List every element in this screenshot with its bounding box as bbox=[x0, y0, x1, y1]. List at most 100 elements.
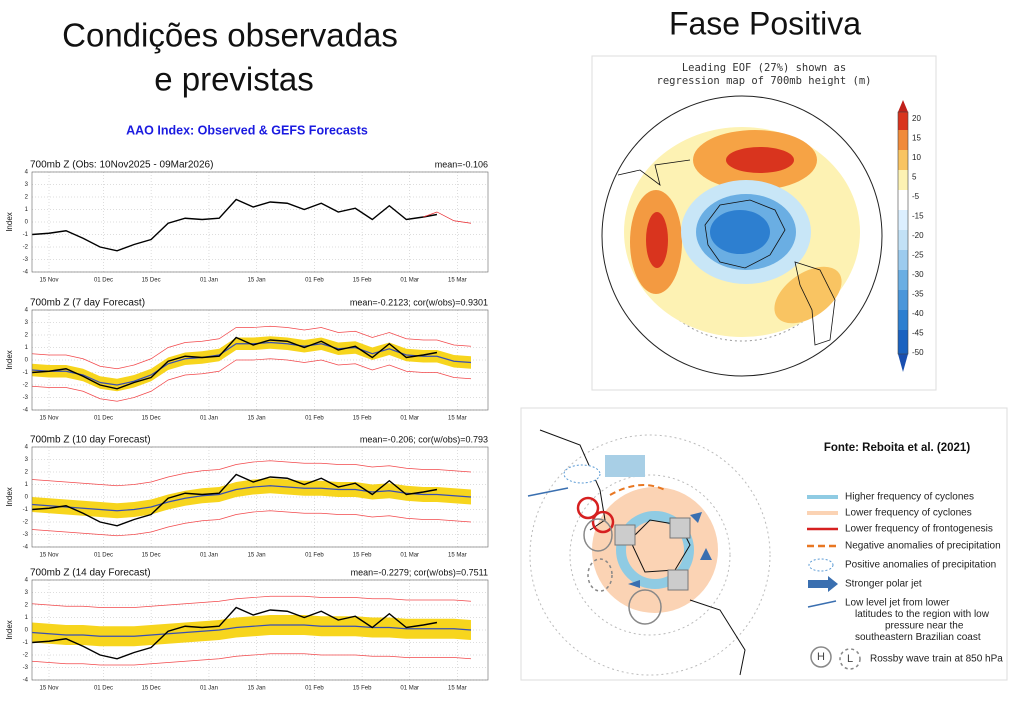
y-tick-label: -2 bbox=[23, 383, 29, 389]
x-tick-label: 15 Jan bbox=[248, 416, 266, 422]
plot-frame bbox=[31, 171, 489, 273]
y-axis-label: Index bbox=[5, 212, 14, 232]
colorbar-step bbox=[898, 290, 908, 310]
x-tick-label: 01 Jan bbox=[200, 553, 218, 559]
slide-title: Fase Positiva bbox=[669, 5, 861, 41]
rossby-high bbox=[583, 518, 613, 552]
high-label: H bbox=[817, 651, 825, 663]
x-tick-label: 15 Jan bbox=[248, 686, 266, 692]
y-tick-label: 0 bbox=[25, 628, 29, 634]
cyclone-image bbox=[614, 524, 636, 546]
x-tick-label: 01 Feb bbox=[305, 416, 324, 422]
x-tick-label: 01 Mar bbox=[400, 278, 419, 284]
panel-title: 700mb Z (10 day Forecast) bbox=[30, 435, 151, 446]
colorbar-step bbox=[898, 230, 908, 250]
y-tick-label: -1 bbox=[23, 640, 29, 646]
y-tick-label: 3 bbox=[25, 182, 29, 188]
chart-panel: 700mb Z (10 day Forecast) mean=-0.206; co… bbox=[5, 434, 489, 559]
y-tick-label: -4 bbox=[23, 545, 29, 551]
colorbar-label: 20 bbox=[912, 114, 921, 123]
coastline bbox=[539, 429, 606, 531]
chart-panel: 700mb Z (7 day Forecast) mean=-0.2123; co… bbox=[5, 297, 489, 422]
panel-title: 700mb Z (7 day Forecast) bbox=[30, 298, 145, 309]
x-tick-label: 01 Jan bbox=[200, 416, 218, 422]
x-tick-label: 01 Dec bbox=[94, 686, 113, 692]
x-tick-label: 15 Mar bbox=[448, 416, 467, 422]
plot-frame bbox=[31, 446, 489, 548]
eof-map: Leading EOF (27%) shown as regression ma… bbox=[591, 55, 937, 391]
frontogenesis bbox=[576, 496, 600, 520]
series-line bbox=[31, 485, 472, 512]
cyclone-high-ring bbox=[616, 511, 694, 589]
y-tick-label: 2 bbox=[25, 470, 29, 476]
y-tick-label: 0 bbox=[25, 358, 29, 364]
colorbar-label: -15 bbox=[912, 212, 924, 221]
legend-icon bbox=[808, 576, 838, 592]
y-tick-label: -2 bbox=[23, 245, 29, 251]
slide-title: e previstas bbox=[154, 61, 314, 98]
legend-label: Lower frequency of cyclones bbox=[845, 508, 972, 519]
diagram-source: Fonte: Reboita et al. (2021) bbox=[824, 442, 971, 454]
y-tick-label: 1 bbox=[25, 207, 29, 213]
x-tick-label: 15 Dec bbox=[142, 416, 161, 422]
colorbar-label: -35 bbox=[912, 290, 924, 299]
y-tick-label: -1 bbox=[23, 232, 29, 238]
legend-icon bbox=[808, 558, 834, 572]
x-tick-label: 01 Mar bbox=[400, 686, 419, 692]
y-tick-label: 1 bbox=[25, 482, 29, 488]
series-line bbox=[31, 595, 472, 608]
y-tick-label: 1 bbox=[25, 345, 29, 351]
colorbar-label: -45 bbox=[912, 329, 924, 338]
colorbar-frame bbox=[897, 111, 909, 355]
x-tick-label: 15 Feb bbox=[353, 686, 372, 692]
legend-label: Negative anomalies of precipitation bbox=[845, 541, 1001, 552]
colorbar-cap bbox=[898, 100, 908, 112]
colorbar-label: -40 bbox=[912, 309, 924, 318]
diagram: Fonte: Reboita et al. (2021) H L bbox=[520, 407, 1008, 681]
chart-panel: 700mb Z (14 day Forecast) mean=-0.2279; c… bbox=[5, 567, 489, 692]
colorbar-label: -25 bbox=[912, 251, 924, 260]
x-tick-label: 01 Dec bbox=[94, 278, 113, 284]
legend-label: Positive anomalies of precipitation bbox=[845, 560, 996, 571]
panel-stats: mean=-0.206; cor(w/obs)=0.793 bbox=[360, 434, 488, 444]
colorbar-label: -50 bbox=[912, 348, 924, 357]
legend-label: Low level jet from lower bbox=[845, 598, 950, 609]
panel-title: 700mb Z (Obs: 10Nov2025 - 09Mar2026) bbox=[30, 160, 213, 171]
series-line bbox=[31, 358, 472, 402]
x-tick-label: 15 Nov bbox=[40, 553, 59, 559]
coastline bbox=[689, 599, 746, 676]
y-tick-label: 2 bbox=[25, 603, 29, 609]
series-line bbox=[31, 653, 472, 666]
y-tick-label: 1 bbox=[25, 615, 29, 621]
colorbar-step bbox=[898, 270, 908, 290]
colorbar-cap bbox=[898, 354, 908, 372]
y-tick-label: -4 bbox=[23, 678, 29, 684]
plot-frame bbox=[31, 579, 489, 681]
y-tick-label: 4 bbox=[25, 445, 29, 451]
map-title: Leading EOF (27%) shown as bbox=[682, 62, 846, 74]
chart-panel: 700mb Z (Obs: 10Nov2025 - 09Mar2026) mean… bbox=[5, 159, 489, 284]
y-tick-label: 4 bbox=[25, 578, 29, 584]
cyclone-image bbox=[605, 455, 645, 477]
y-axis-label: Index bbox=[5, 487, 14, 507]
lat-circle bbox=[569, 474, 731, 636]
slide-title: Condições observadas bbox=[62, 17, 398, 54]
colorbar-step bbox=[898, 330, 908, 354]
spread-band bbox=[32, 615, 471, 647]
legend-label: Lower frequency of frontogenesis bbox=[845, 524, 993, 535]
y-tick-label: -4 bbox=[23, 408, 29, 414]
y-tick-label: 0 bbox=[25, 220, 29, 226]
series-line bbox=[423, 211, 472, 224]
x-tick-label: 01 Feb bbox=[305, 553, 324, 559]
legend-label: latitudes to the region with low bbox=[855, 609, 990, 620]
colorbar-label: -20 bbox=[912, 231, 924, 240]
series-line bbox=[31, 473, 438, 527]
colorbar-step bbox=[898, 250, 908, 270]
cyclone-image bbox=[667, 569, 689, 591]
legend-icon bbox=[810, 646, 832, 668]
x-tick-label: 15 Nov bbox=[40, 278, 59, 284]
anomaly bbox=[726, 147, 794, 173]
y-tick-label: 3 bbox=[25, 320, 29, 326]
y-axis-label: Index bbox=[5, 620, 14, 640]
x-tick-label: 01 Dec bbox=[94, 553, 113, 559]
